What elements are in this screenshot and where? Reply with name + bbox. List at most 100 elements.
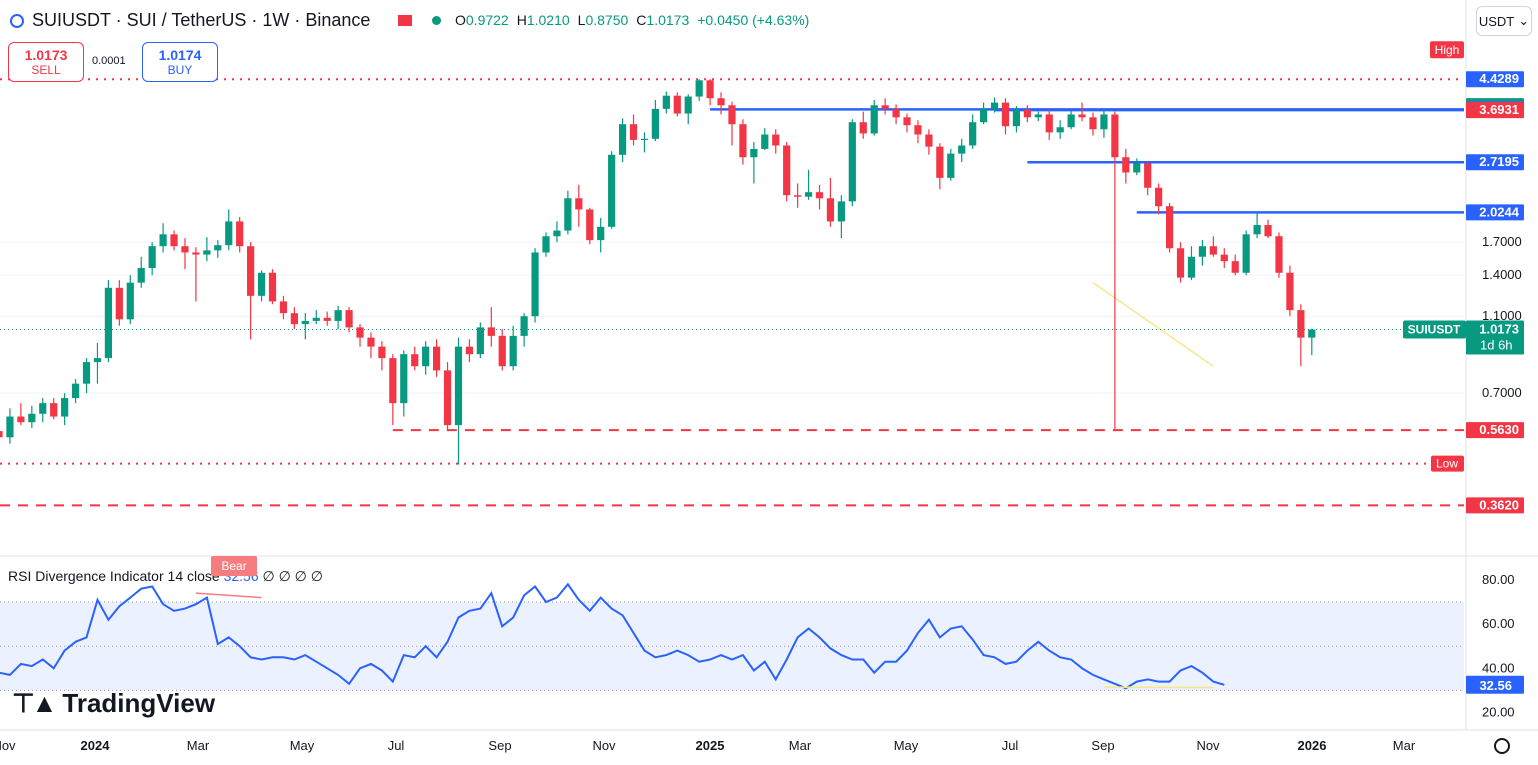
high-value: 1.0210 [526,12,570,28]
time-tick-label: Sep [1091,738,1114,753]
rsi-tick-label: 20.00 [1482,705,1515,720]
rsi-divergence-line [195,592,262,599]
candle-body [804,192,813,197]
time-tick-label: Mar [789,738,812,753]
candle-body [684,96,692,114]
candle-body [1089,117,1097,130]
tradingview-mark-icon: ⊤▲ [12,688,57,718]
candle-body [728,105,736,125]
candle-body [268,272,277,302]
candle-body [1275,236,1283,273]
candle-body [651,108,659,139]
settings-icon[interactable] [1494,738,1510,754]
candle-body [487,327,495,336]
candle-body [1155,187,1163,207]
currency-label: USDT [1478,13,1515,29]
candle-body [1286,272,1294,311]
candle-body [1144,163,1152,188]
low-marker-bg [1431,455,1464,472]
price-badge: 0.5630 [1479,422,1519,437]
candle-body [739,124,747,158]
sell-button[interactable]: 1.0173 SELL [8,42,84,82]
rsi-tick-label: 40.00 [1482,660,1515,675]
candle-body [1253,225,1261,235]
candle-body [859,122,867,134]
buy-button[interactable]: 1.0174 BUY [142,42,218,82]
open-value: 0.9722 [465,12,509,28]
candle-body [783,145,791,196]
change-value: +0.0450 (+4.63%) [697,12,810,28]
symbol-header[interactable]: SUIUSDT · SUI / TetherUS · 1W · Binance [10,10,370,31]
candles [0,79,1316,465]
candle-body [1297,310,1305,338]
candle-body [192,252,200,255]
price-axis[interactable]: 1.10001.40001.70000.70004.42893.77963.71… [1403,41,1524,720]
candle-body [980,108,988,123]
candle-body [334,310,342,321]
candle-body [1165,206,1174,249]
price-grid [0,0,1538,731]
candle-body [1122,157,1130,173]
candle-body [575,198,583,210]
symbol-price-tag-bg [1403,320,1466,339]
candle-body [640,138,649,141]
candle-body [1023,109,1031,118]
candle-body [914,125,922,135]
rsi-legend[interactable]: RSI Divergence Indicator 14 close 32.56 … [8,568,323,585]
tradingview-logo[interactable]: ⊤▲ TradingView [12,688,215,719]
candle-body [1056,127,1064,133]
candle-body [618,124,627,155]
rsi-extra: ∅ ∅ ∅ ∅ [262,568,323,584]
candle-body [93,358,102,363]
rsi-params: 14 close [167,568,220,584]
buy-price: 1.0174 [158,47,202,63]
candle-body [662,95,670,109]
time-tick-label: 2025 [696,738,725,753]
chevron-down-icon: ⌄ [1518,13,1530,28]
candle-body [50,403,58,417]
candle-body [104,287,112,359]
candle-body [531,252,539,317]
candle-body [356,327,364,338]
candle-body [389,358,397,404]
rsi-tick-label: 60.00 [1482,616,1515,631]
candle-body [1308,329,1316,338]
candle-body [236,221,244,247]
price-badge-bg [1466,102,1524,119]
candle-body [0,431,3,438]
time-axis[interactable]: Nov 2024 Mar May Jul Sep Nov 2025 Mar May Jul Sep No… [0,738,1416,753]
time-tick-label: Nov [1196,738,1220,753]
candle-body [1187,256,1196,278]
rsi-tick-label: 80.00 [1482,572,1515,587]
rsi-value-badge: 32.56 [1479,678,1512,693]
ohlc-legend: O0.9722 H1.0210 L0.8750 C1.0173 +0.0450 … [432,12,809,28]
time-tick-label: 2024 [81,738,111,753]
candle-body [1220,254,1228,262]
candle-body [345,310,353,328]
buy-label: BUY [167,63,193,77]
price-badge: 2.0244 [1479,204,1520,219]
candle-body [586,209,594,241]
candle-body [892,108,900,118]
currency-button[interactable]: USDT ⌄ [1476,6,1532,36]
time-tick-label: Mar [1393,738,1416,753]
candle-body [148,246,156,269]
candle-body [706,80,714,99]
symbol-title[interactable]: SUIUSDT · SUI / TetherUS · 1W · Binance [32,10,371,30]
candle-body [159,234,167,247]
candle-body [181,246,189,253]
candle-body [301,320,309,325]
candle-body [6,416,14,438]
candle-body [969,122,977,146]
price-tick-label: 1.1000 [1482,308,1522,323]
candle-body [465,346,474,355]
candle-body [848,122,856,202]
candle-body [673,95,681,114]
candle-body [498,335,506,367]
flag-icon[interactable] [398,15,412,26]
candle-body [947,153,955,178]
candle-body [520,316,528,336]
candle-body [279,301,288,314]
candle-body [553,230,561,237]
